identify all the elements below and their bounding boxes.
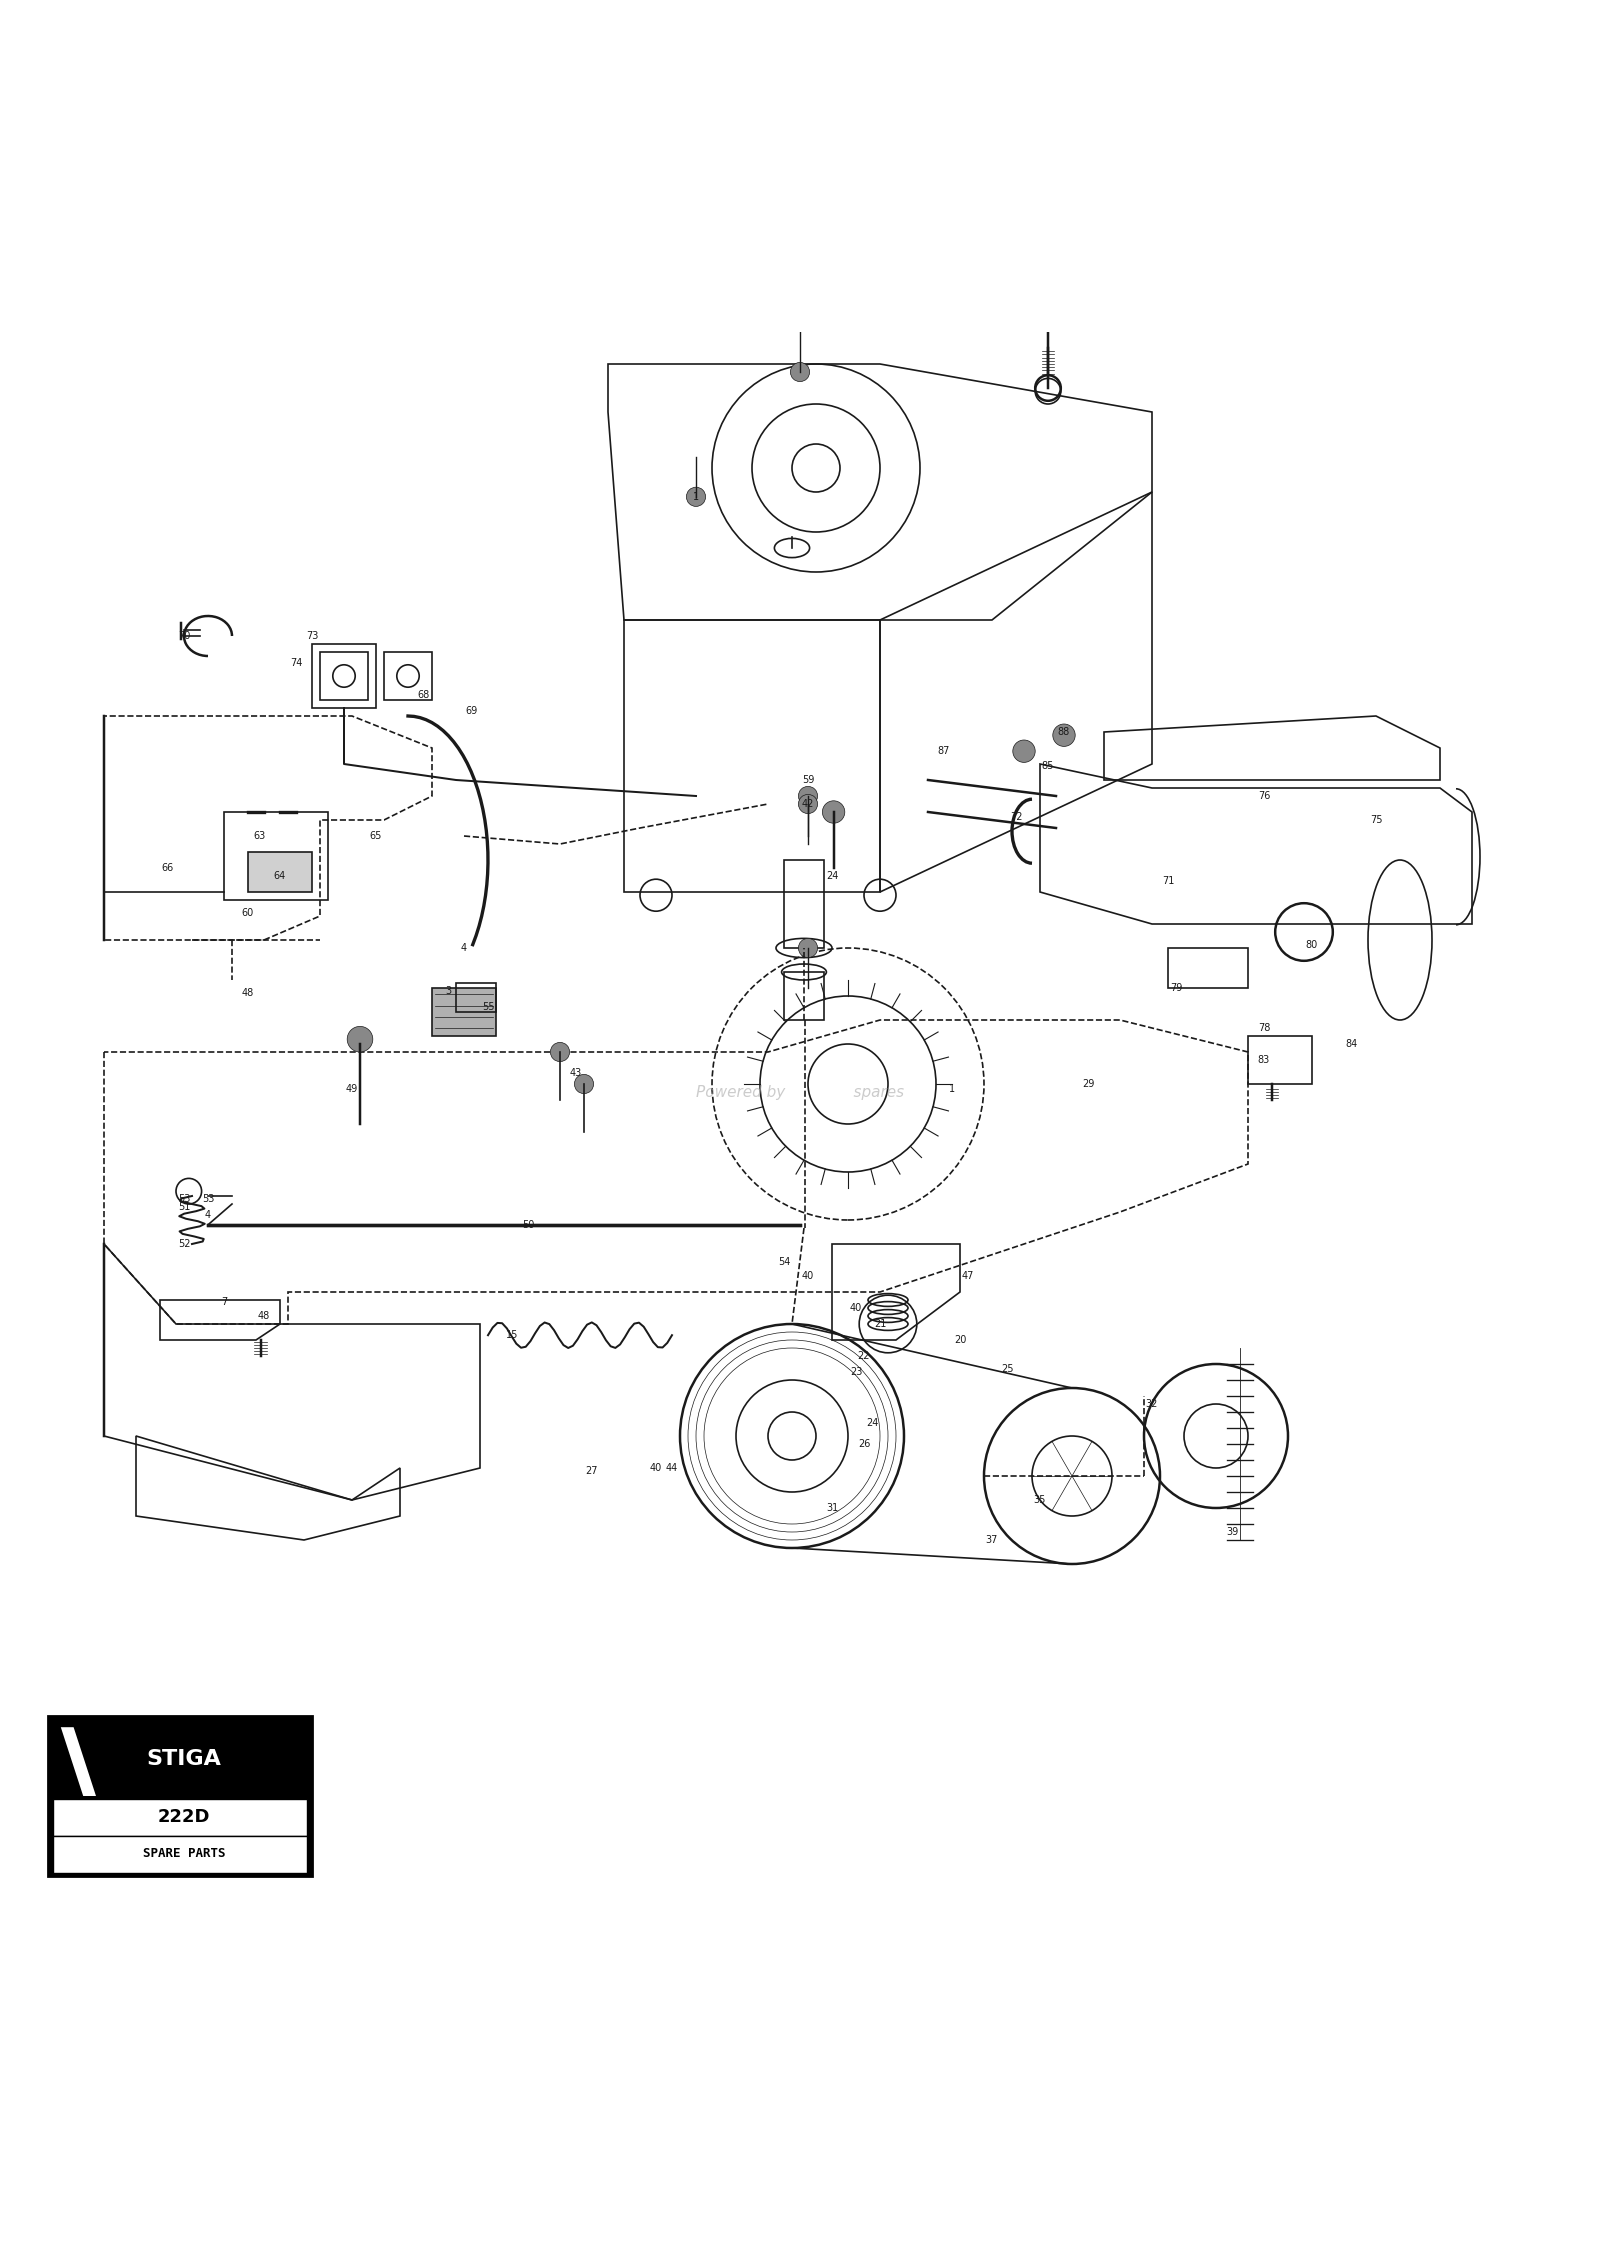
Text: 40: 40 xyxy=(650,1463,662,1474)
Text: 35: 35 xyxy=(1034,1494,1046,1506)
Bar xyxy=(48,1716,312,1877)
Text: 23: 23 xyxy=(850,1367,862,1377)
Text: 76: 76 xyxy=(1258,790,1270,801)
Text: 55: 55 xyxy=(482,1003,494,1012)
Text: 4: 4 xyxy=(205,1211,211,1220)
Bar xyxy=(224,813,328,901)
Text: 52: 52 xyxy=(178,1238,190,1250)
Text: 87: 87 xyxy=(938,747,950,756)
Text: 39: 39 xyxy=(1226,1526,1238,1537)
Text: 29: 29 xyxy=(1082,1080,1094,1089)
Circle shape xyxy=(686,487,706,507)
Text: 66: 66 xyxy=(162,863,174,874)
Bar xyxy=(784,860,824,949)
Text: 37: 37 xyxy=(986,1535,998,1544)
Text: 69: 69 xyxy=(466,706,478,715)
Text: 74: 74 xyxy=(290,659,302,668)
Text: 54: 54 xyxy=(778,1257,790,1266)
Polygon shape xyxy=(61,1727,96,1795)
Text: 47: 47 xyxy=(962,1270,974,1281)
Circle shape xyxy=(1013,740,1035,763)
Text: 1: 1 xyxy=(949,1084,955,1094)
Text: 32: 32 xyxy=(1146,1399,1158,1408)
Text: 65: 65 xyxy=(370,831,382,840)
Circle shape xyxy=(798,786,818,806)
Text: 48: 48 xyxy=(258,1311,270,1320)
Text: 60: 60 xyxy=(242,908,254,917)
Bar xyxy=(53,1836,307,1872)
Circle shape xyxy=(1053,724,1075,747)
Text: 51: 51 xyxy=(178,1202,190,1211)
Text: 79: 79 xyxy=(1170,983,1182,994)
Text: 59: 59 xyxy=(802,774,814,786)
Circle shape xyxy=(798,937,818,958)
Text: 7: 7 xyxy=(221,1297,227,1306)
Polygon shape xyxy=(432,987,496,1037)
Circle shape xyxy=(574,1075,594,1094)
Text: 49: 49 xyxy=(346,1084,358,1094)
Text: 68: 68 xyxy=(418,691,430,700)
Text: 85: 85 xyxy=(1042,761,1054,770)
Text: 43: 43 xyxy=(570,1069,582,1078)
Bar xyxy=(312,643,376,709)
Text: 26: 26 xyxy=(858,1440,870,1449)
Text: 75: 75 xyxy=(1370,815,1382,824)
Text: 42: 42 xyxy=(802,799,814,808)
Text: 70: 70 xyxy=(178,632,190,641)
Text: 3: 3 xyxy=(445,987,451,996)
Text: 20: 20 xyxy=(954,1336,966,1345)
Text: 4: 4 xyxy=(461,944,467,953)
Text: 24: 24 xyxy=(826,872,838,881)
Text: Powered by              spares: Powered by spares xyxy=(696,1084,904,1100)
Bar xyxy=(384,652,432,700)
Text: 48: 48 xyxy=(242,987,254,998)
Text: 84: 84 xyxy=(1346,1039,1358,1048)
Text: 63: 63 xyxy=(253,831,266,840)
Text: 22: 22 xyxy=(858,1352,870,1361)
Text: 78: 78 xyxy=(1258,1023,1270,1032)
Circle shape xyxy=(822,801,845,824)
Text: 64: 64 xyxy=(274,872,286,881)
Text: 83: 83 xyxy=(1258,1055,1270,1064)
Text: 73: 73 xyxy=(306,632,318,641)
Text: 80: 80 xyxy=(1306,940,1318,951)
Text: 15: 15 xyxy=(506,1331,518,1340)
Text: STIGA: STIGA xyxy=(147,1750,221,1768)
Text: 50: 50 xyxy=(522,1220,534,1229)
Text: SPARE PARTS: SPARE PARTS xyxy=(142,1847,226,1861)
Text: 53: 53 xyxy=(202,1193,214,1204)
Text: 72: 72 xyxy=(1010,813,1022,822)
Text: 44: 44 xyxy=(666,1463,678,1474)
Text: 40: 40 xyxy=(802,1270,814,1281)
Circle shape xyxy=(347,1026,373,1053)
Circle shape xyxy=(798,795,818,813)
Text: 88: 88 xyxy=(1058,727,1070,738)
Bar xyxy=(53,1800,307,1836)
Text: 1: 1 xyxy=(693,491,699,503)
Text: 25: 25 xyxy=(1002,1363,1014,1374)
Text: 71: 71 xyxy=(1162,876,1174,885)
Text: 21: 21 xyxy=(874,1320,886,1329)
Bar xyxy=(248,851,312,892)
Text: 31: 31 xyxy=(826,1503,838,1512)
Text: 53: 53 xyxy=(178,1193,190,1204)
Bar xyxy=(320,652,368,700)
Text: 27: 27 xyxy=(586,1467,598,1476)
Circle shape xyxy=(550,1041,570,1062)
Bar xyxy=(456,983,496,1012)
Text: 40: 40 xyxy=(850,1304,862,1313)
Circle shape xyxy=(790,362,810,383)
Bar xyxy=(53,1723,307,1800)
Text: 24: 24 xyxy=(866,1417,878,1429)
Text: 222D: 222D xyxy=(158,1807,210,1825)
